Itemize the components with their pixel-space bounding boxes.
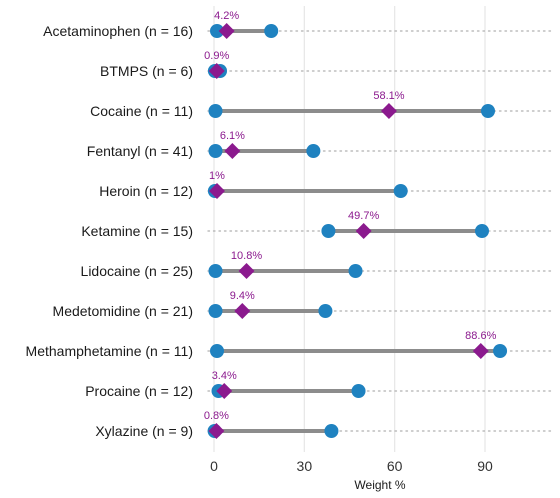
median-label: 0.9% bbox=[204, 50, 229, 62]
min-point bbox=[210, 24, 225, 38]
median-marker bbox=[224, 143, 241, 159]
category-label: Lidocaine (n = 25) bbox=[81, 263, 193, 279]
median-labels: 4.2% 0.9% 58.1% 6.1% 1% 49.7% 10.8% 9.4% 88.6% 3.… bbox=[204, 10, 497, 422]
median-label: 88.6% bbox=[465, 330, 496, 342]
median-label: 4.2% bbox=[214, 10, 239, 22]
max-point bbox=[318, 304, 333, 318]
max-point bbox=[481, 104, 496, 118]
median-label: 10.8% bbox=[231, 250, 262, 262]
median-label: 3.4% bbox=[212, 370, 237, 382]
category-label: Xylazine (n = 9) bbox=[95, 423, 193, 439]
min-point bbox=[208, 264, 223, 278]
median-marker bbox=[234, 303, 251, 319]
category-label: Ketamine (n = 15) bbox=[81, 223, 193, 239]
median-markers bbox=[208, 23, 489, 439]
category-label: BTMPS (n = 6) bbox=[100, 63, 193, 79]
category-label: Acetaminophen (n = 16) bbox=[43, 23, 193, 39]
x-tick-label: 0 bbox=[210, 458, 218, 474]
max-point bbox=[493, 344, 508, 358]
max-point bbox=[306, 144, 321, 158]
max-point bbox=[474, 224, 489, 238]
category-label: Medetomidine (n = 21) bbox=[53, 303, 193, 319]
category-labels: Acetaminophen (n = 16) BTMPS (n = 6) Cocai… bbox=[26, 23, 193, 439]
max-point bbox=[393, 184, 408, 198]
x-axis-title: Weight % bbox=[354, 478, 405, 492]
min-point bbox=[208, 304, 223, 318]
median-label: 0.8% bbox=[204, 410, 229, 422]
category-label: Cocaine (n = 11) bbox=[90, 103, 193, 119]
min-point bbox=[208, 104, 223, 118]
category-label: Fentanyl (n = 41) bbox=[87, 143, 193, 159]
range-points bbox=[207, 24, 508, 438]
median-marker bbox=[380, 103, 397, 119]
x-tick-label: 30 bbox=[297, 458, 313, 474]
median-marker bbox=[218, 23, 235, 39]
median-label: 49.7% bbox=[348, 210, 379, 222]
max-point bbox=[351, 384, 366, 398]
x-tick-label: 90 bbox=[477, 458, 493, 474]
x-tick-label: 60 bbox=[387, 458, 403, 474]
median-marker bbox=[208, 423, 225, 439]
median-marker bbox=[209, 183, 226, 199]
min-point bbox=[321, 224, 336, 238]
median-label: 9.4% bbox=[230, 290, 255, 302]
category-label: Heroin (n = 12) bbox=[99, 183, 193, 199]
x-tick-labels: 0 30 60 90 bbox=[210, 458, 493, 474]
category-label: Procaine (n = 12) bbox=[85, 383, 193, 399]
median-label: 1% bbox=[209, 170, 225, 182]
max-point bbox=[264, 24, 279, 38]
median-marker bbox=[238, 263, 255, 279]
median-marker bbox=[355, 223, 372, 239]
max-point bbox=[348, 264, 363, 278]
category-label: Methamphetamine (n = 11) bbox=[26, 343, 193, 359]
max-point bbox=[324, 424, 339, 438]
min-point bbox=[208, 144, 223, 158]
median-marker bbox=[472, 343, 489, 359]
median-label: 58.1% bbox=[373, 90, 404, 102]
median-label: 6.1% bbox=[220, 130, 245, 142]
min-point bbox=[210, 344, 225, 358]
median-marker bbox=[208, 63, 225, 79]
median-marker bbox=[216, 383, 233, 399]
